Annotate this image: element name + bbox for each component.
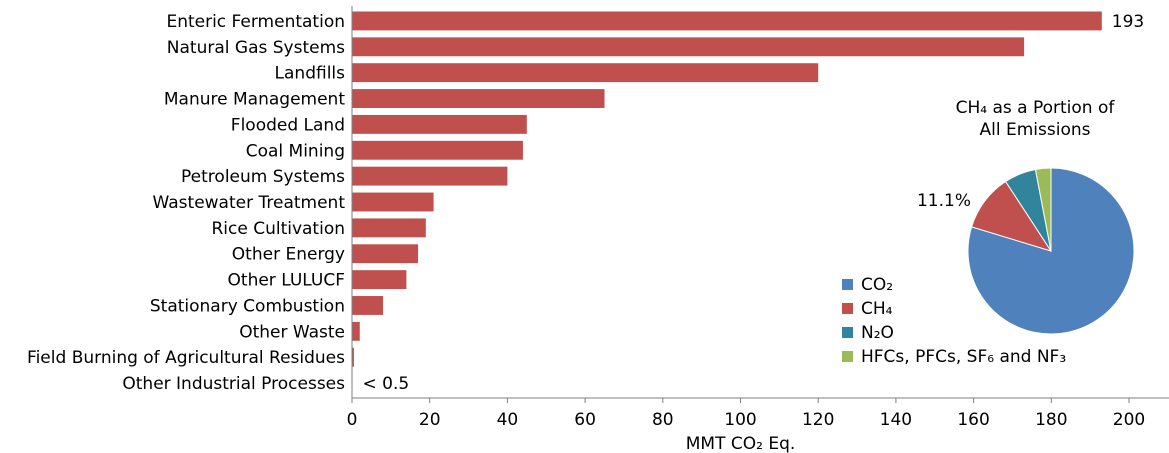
x-axis-title: MMT CO₂ Eq.	[686, 434, 796, 453]
pie-slice	[967, 167, 1135, 335]
category-label: Stationary Combustion	[150, 296, 345, 316]
category-label: Other LULUCF	[228, 271, 345, 291]
category-label: Natural Gas Systems	[167, 38, 345, 58]
bar	[352, 321, 360, 341]
category-label: Manure Management	[164, 90, 345, 110]
bar	[352, 140, 523, 160]
data-label: 193	[1112, 12, 1144, 32]
bar	[352, 166, 508, 186]
legend-swatch	[842, 303, 853, 314]
bar-chart: Enteric Fermentation 193 Natural Gas Syste…	[27, 6, 1169, 453]
bar	[352, 192, 434, 212]
category-label: Other Waste	[239, 322, 345, 342]
category-label: Petroleum Systems	[181, 167, 345, 187]
bar	[352, 37, 1025, 57]
x-tick-label: 20	[419, 410, 441, 430]
x-tick-label: 160	[957, 410, 989, 430]
x-tick-label: 100	[724, 410, 756, 430]
legend-label: HFCs, PFCs, SF₆ and NF₃	[861, 347, 1066, 367]
x-tick-label: 200	[1113, 410, 1145, 430]
legend-label: N₂O	[861, 323, 894, 343]
legend-swatch	[842, 327, 853, 338]
category-label: Landfills	[275, 64, 346, 84]
legend-label: CH₄	[861, 299, 893, 319]
category-label: Field Burning of Agricultural Residues	[27, 348, 345, 368]
x-tick-label: 180	[1035, 410, 1067, 430]
legend-label: CO₂	[861, 275, 893, 295]
bar	[352, 63, 819, 83]
pie-title: CH₄ as a Portion of All Emissions	[956, 98, 1116, 140]
bar	[352, 218, 426, 238]
data-label: < 0.5	[363, 374, 410, 394]
category-label: Other Industrial Processes	[122, 374, 345, 394]
legend-swatch	[842, 351, 853, 362]
category-label: Coal Mining	[246, 141, 345, 161]
x-tick-label: 120	[802, 410, 834, 430]
x-tick-label: 80	[652, 410, 674, 430]
legend-swatch	[842, 279, 853, 290]
bar	[352, 114, 527, 134]
x-tick-label: 60	[574, 410, 596, 430]
bar	[352, 347, 354, 367]
bar	[352, 244, 419, 264]
category-label: Flooded Land	[231, 115, 345, 135]
bar	[352, 11, 1102, 31]
category-label: Wastewater Treatment	[153, 193, 346, 213]
pie-slice-label: 11.1%	[917, 191, 971, 211]
x-tick-label: 40	[497, 410, 519, 430]
category-label: Other Energy	[232, 245, 345, 265]
x-tick-label: 0	[347, 410, 358, 430]
pie-slice	[1034, 167, 1052, 252]
pie-chart: CH₄ as a Portion of All Emissions 11.1% CO₂…	[842, 98, 1135, 367]
bar	[352, 89, 605, 108]
bar	[352, 296, 384, 315]
x-tick-label: 140	[880, 410, 912, 430]
category-label: Enteric Fermentation	[166, 12, 345, 32]
category-label: Rice Cultivation	[211, 219, 345, 239]
bar	[352, 270, 407, 290]
